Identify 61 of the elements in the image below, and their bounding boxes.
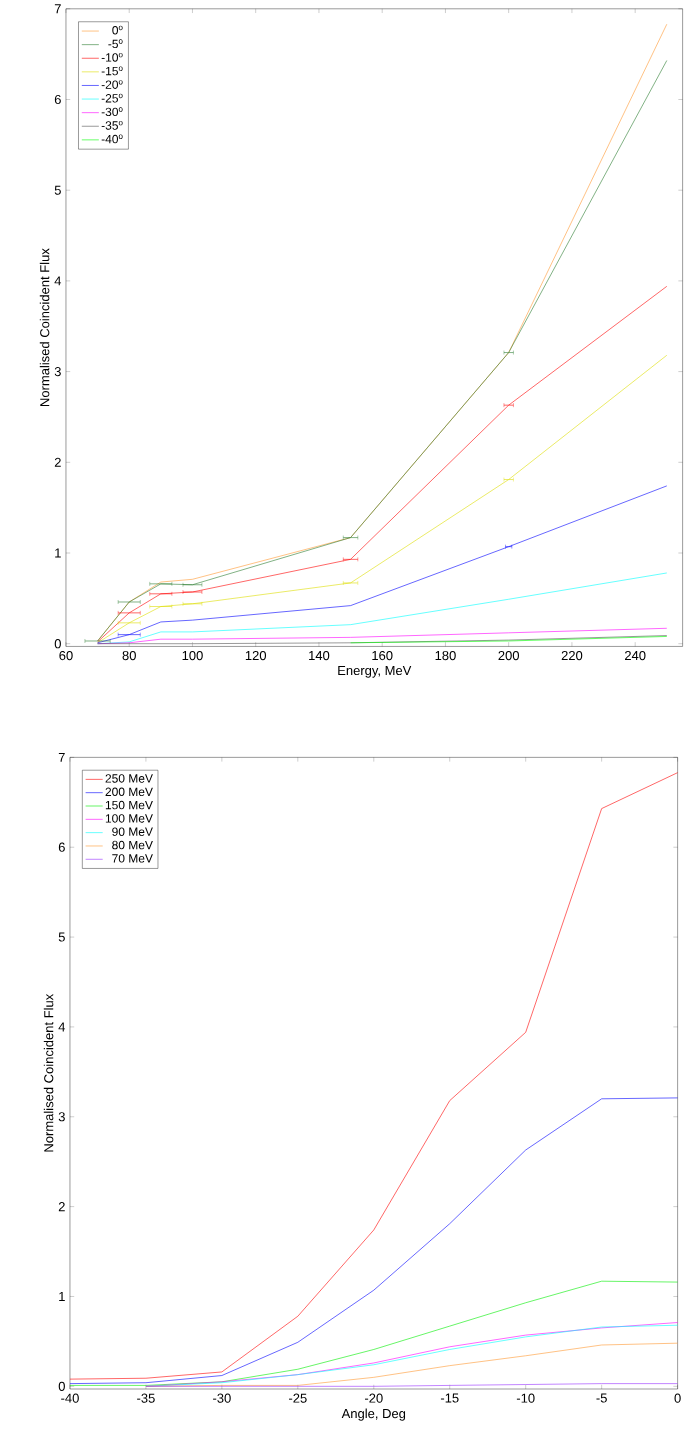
x-tick-label: 180 [435, 650, 456, 661]
legend-label: 150 MeV [106, 800, 154, 810]
legend-label: -10$^{o}$ [101, 52, 123, 62]
y-tick-label: 2 [59, 1202, 65, 1212]
y-tick-label: 3 [54, 367, 62, 377]
line-series [97, 286, 668, 643]
y-tick-label: 4 [58, 1022, 66, 1032]
x-tick-label: -10 [517, 1393, 535, 1403]
y-axis-title: Normalised Coincident Flux [44, 993, 54, 1152]
y-tick-label: 6 [59, 842, 66, 852]
legend-label: 0$^{o}$ [112, 25, 123, 35]
x-tick-label: 200 [498, 650, 520, 661]
y-tick-label: 1 [59, 1292, 66, 1301]
x-tick-label: 160 [372, 650, 393, 661]
legend-label: -15$^{o}$ [101, 66, 123, 76]
x-tick-label: 240 [625, 650, 646, 661]
legend-label: 90 MeV [112, 827, 154, 836]
line-series [97, 354, 668, 644]
x-tick-label: 120 [246, 650, 267, 661]
x-axis-title: Energy, MeV [338, 666, 412, 678]
y-tick-label: 1 [55, 548, 62, 558]
legend-label: -35$^{o}$ [101, 120, 123, 130]
line-series [69, 772, 679, 1380]
line-series [69, 1097, 679, 1384]
x-tick-label: 60 [59, 650, 73, 661]
legend-label: 250 MeV [105, 774, 154, 783]
x-tick-label: 0 [674, 1393, 681, 1403]
y-tick-label: 3 [58, 1112, 66, 1122]
x-tick-label: -25 [289, 1393, 307, 1403]
legend-label: 80 MeV [112, 840, 154, 850]
x-tick-label: 220 [561, 650, 583, 661]
legend-label: -25$^{o}$ [101, 93, 123, 103]
line-series [97, 485, 668, 644]
y-tick-label: 5 [58, 932, 66, 942]
y-tick-label: 5 [54, 185, 62, 195]
legend-label: 70 MeV [112, 854, 154, 863]
y-tick-label: 4 [54, 276, 62, 286]
legend-label: -5$^{o}$ [108, 39, 123, 49]
y-tick-label: 2 [55, 457, 61, 467]
legend-label: -20$^{o}$ [101, 80, 123, 89]
x-tick-label: -30 [213, 1393, 231, 1403]
x-axis-title: Angle, Deg [341, 1408, 406, 1421]
x-tick-label: -5 [596, 1393, 608, 1403]
legend-label: 200 MeV [105, 787, 154, 797]
x-tick-label: -35 [137, 1393, 155, 1403]
legend-label: -30$^{o}$ [101, 107, 123, 117]
y-tick-label: 6 [55, 94, 62, 105]
x-tick-label: 100 [182, 650, 204, 661]
x-tick-label: -20 [365, 1393, 383, 1403]
line-series [69, 1280, 679, 1386]
x-tick-label: 140 [309, 650, 330, 661]
y-axis-title: Normalised Coincident Flux [40, 248, 50, 406]
y-tick-label: 7 [59, 752, 65, 762]
legend-label: -40$^{o}$ [101, 134, 123, 144]
x-tick-label: -40 [61, 1393, 80, 1403]
x-tick-label: -15 [441, 1393, 459, 1403]
y-tick-label: 0 [54, 639, 62, 649]
y-tick-label: 0 [58, 1381, 66, 1391]
legend-label: 100 MeV [106, 814, 154, 823]
y-tick-label: 7 [55, 4, 61, 14]
x-tick-label: 80 [122, 650, 137, 661]
